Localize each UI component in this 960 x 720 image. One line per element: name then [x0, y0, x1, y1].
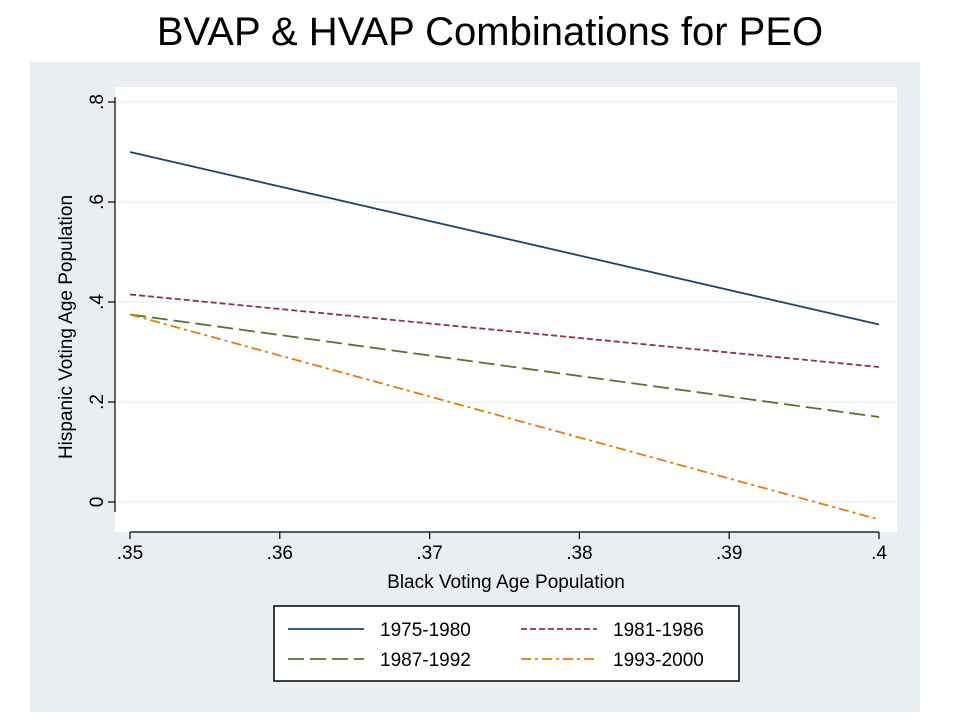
- series-line-1987-1992: [129, 313, 880, 418]
- legend-label: 1975-1980: [380, 620, 471, 641]
- chart-svg: 0 .2 .4 .6 .8 .35 .36 .37 .38 .39 .4 Hispanic Vot…: [56, 87, 897, 682]
- chart-panel: 0 .2 .4 .6 .8 .35 .36 .37 .38 .39 .4 Hispanic Vot…: [30, 62, 920, 712]
- x-tick-label: .39: [716, 543, 742, 564]
- legend-label: 1987-1992: [380, 650, 471, 671]
- y-tick-label: .8: [87, 94, 108, 110]
- y-axis-label: Hispanic Voting Age Population: [56, 195, 77, 459]
- slide-title: BVAP & HVAP Combinations for PEO: [156, 10, 824, 54]
- x-tick-label: .37: [416, 543, 442, 564]
- x-tick-label: .35: [117, 543, 143, 564]
- x-tick-label: .38: [566, 543, 592, 564]
- plot-region: [115, 87, 897, 532]
- legend-box: [273, 605, 740, 682]
- y-tick-label: .4: [87, 294, 108, 310]
- x-tick-label: .4: [871, 543, 887, 564]
- legend-label: 1981-1986: [613, 620, 704, 641]
- x-axis-label: Black Voting Age Population: [387, 572, 625, 593]
- x-tick-label: .36: [267, 543, 293, 564]
- y-tick-label: 0: [87, 497, 108, 508]
- legend-label: 1993-2000: [613, 650, 704, 671]
- series-line-1993-2000: [129, 313, 880, 521]
- legend: 1975-1980 1981-1986 1987-1992 1993-2000: [273, 605, 740, 682]
- y-tick-label: .2: [87, 394, 108, 410]
- y-tick-label: .6: [87, 194, 108, 210]
- series-line-1975-1980: [129, 151, 880, 326]
